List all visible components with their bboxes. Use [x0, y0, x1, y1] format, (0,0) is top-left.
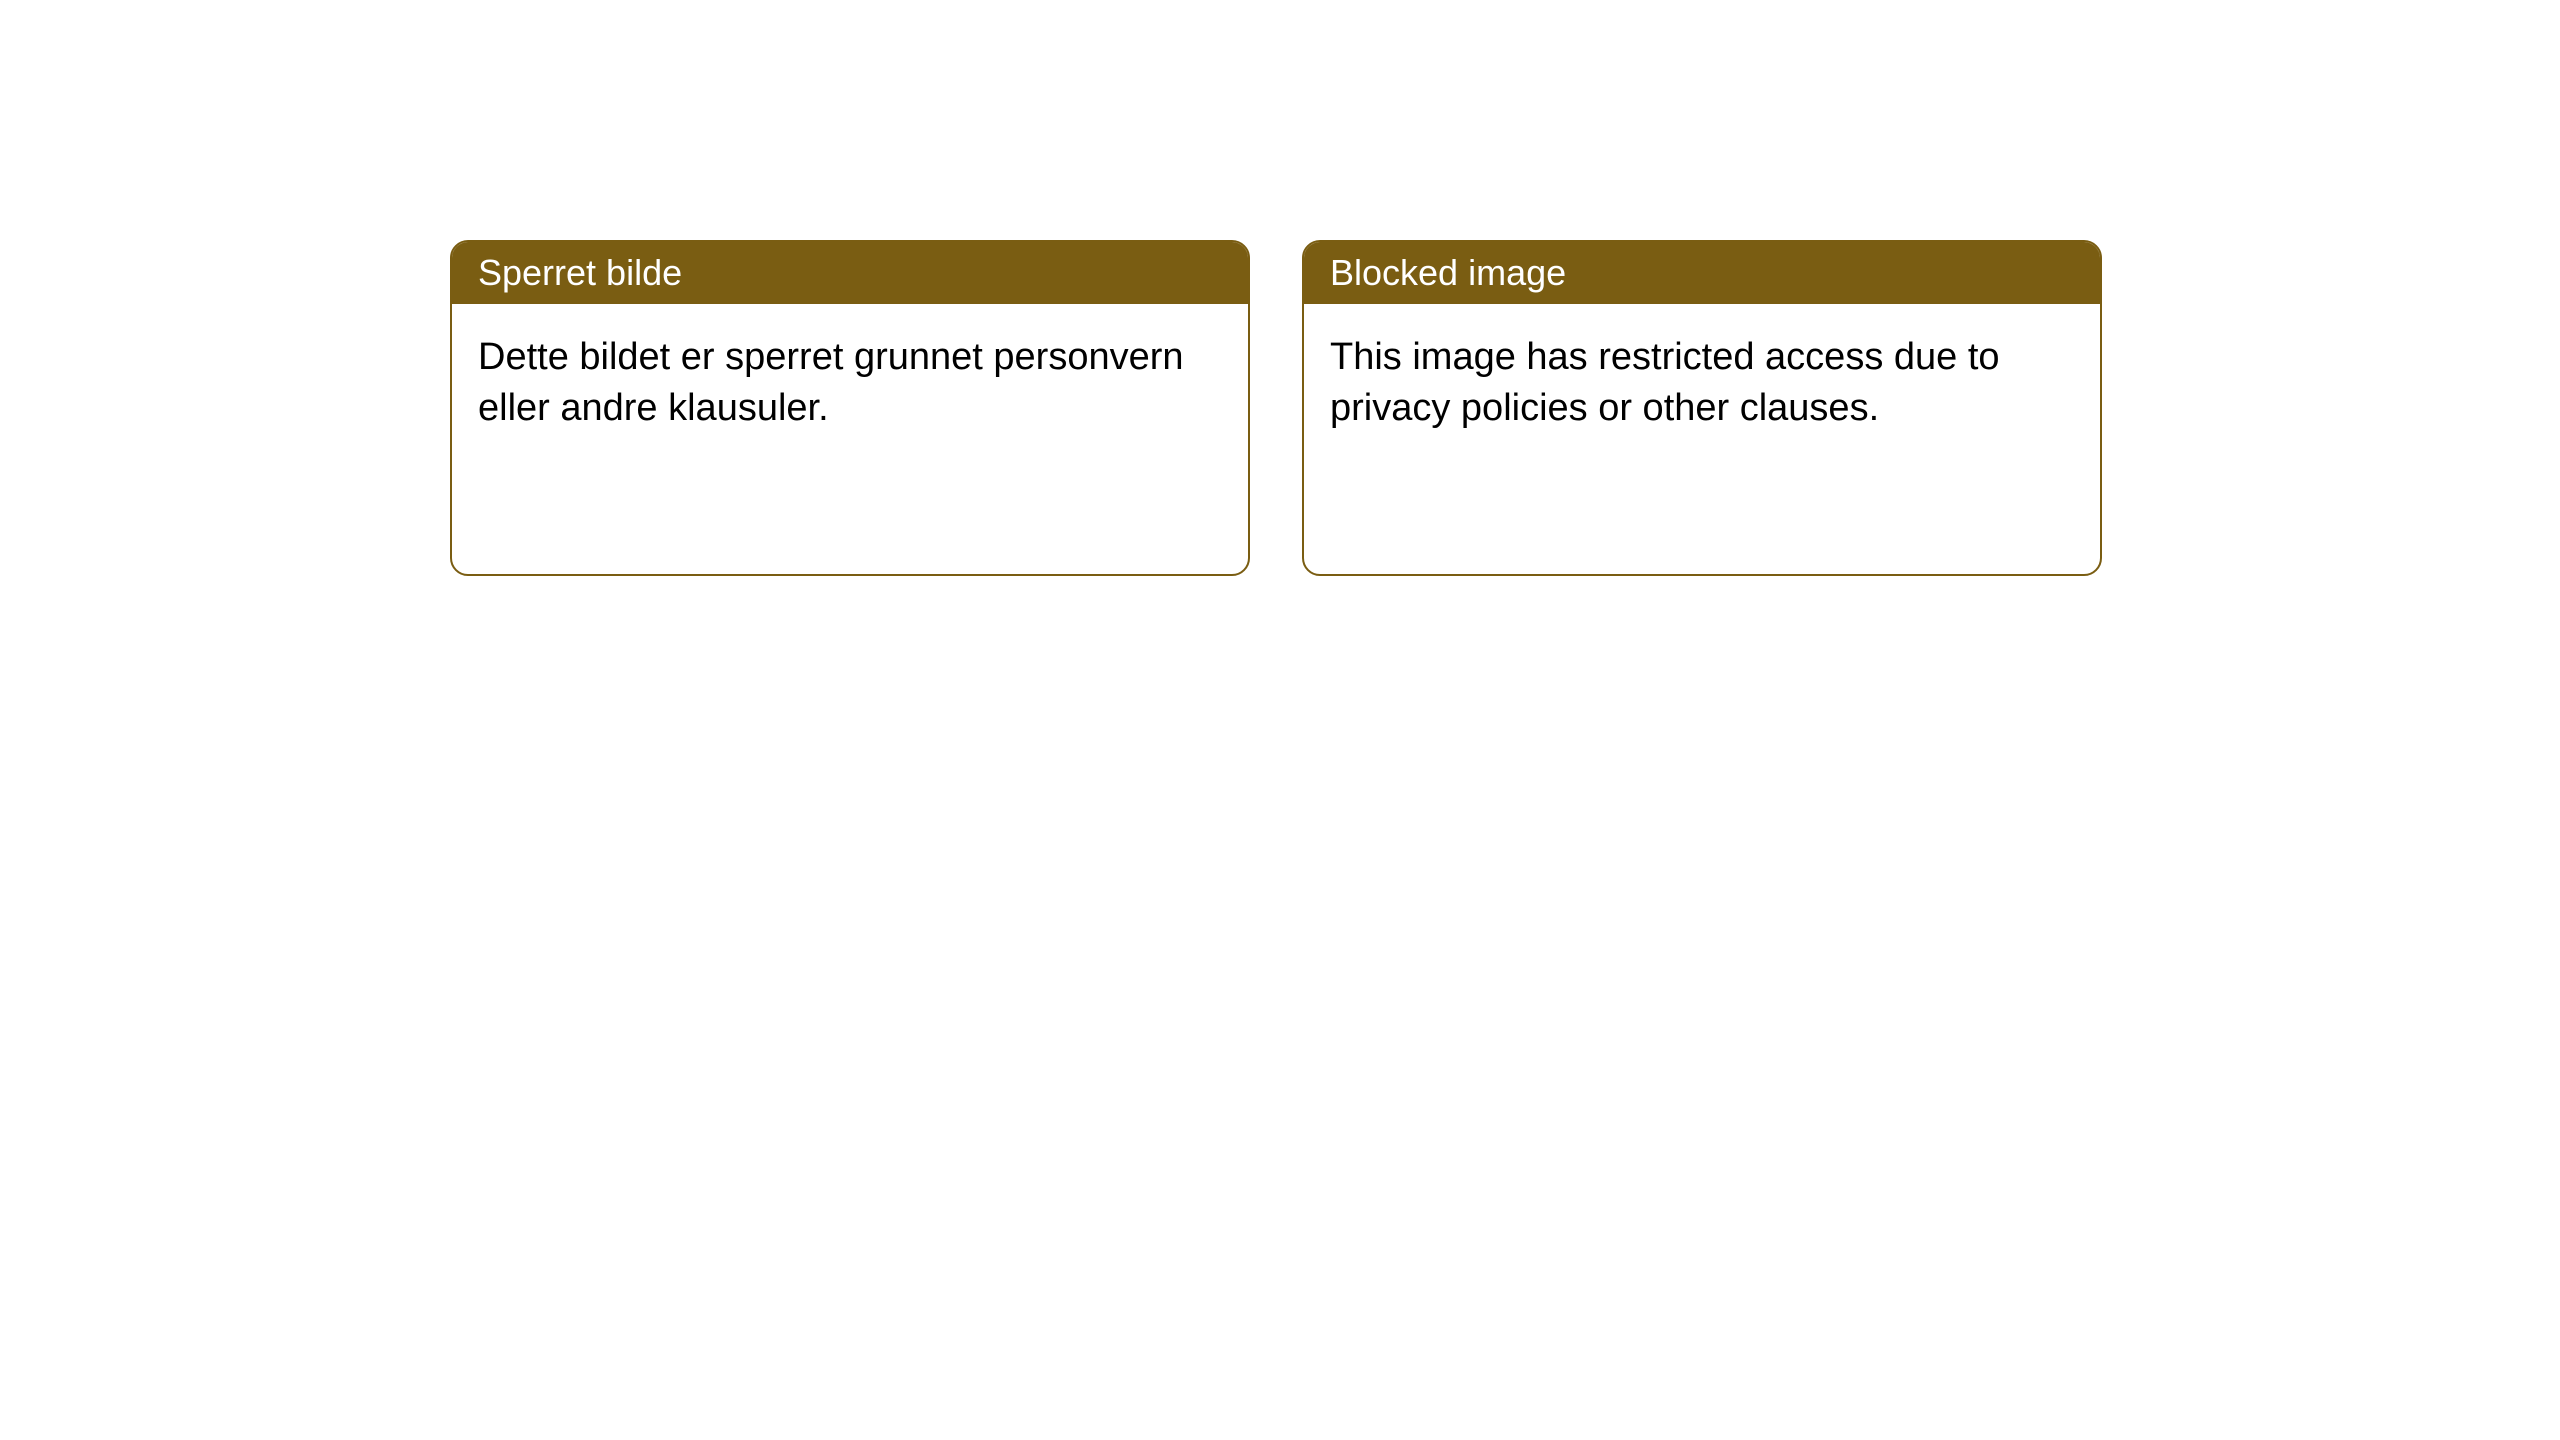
notice-text: Dette bildet er sperret grunnet personve…: [478, 336, 1184, 429]
notice-container: Sperret bilde Dette bildet er sperret gr…: [0, 0, 2560, 576]
notice-body: This image has restricted access due to …: [1304, 304, 2100, 574]
notice-title: Sperret bilde: [478, 252, 682, 293]
notice-header: Blocked image: [1304, 242, 2100, 304]
notice-card-norwegian: Sperret bilde Dette bildet er sperret gr…: [450, 240, 1250, 576]
notice-body: Dette bildet er sperret grunnet personve…: [452, 304, 1248, 574]
notice-title: Blocked image: [1330, 252, 1566, 293]
notice-card-english: Blocked image This image has restricted …: [1302, 240, 2102, 576]
notice-header: Sperret bilde: [452, 242, 1248, 304]
notice-text: This image has restricted access due to …: [1330, 336, 2000, 429]
